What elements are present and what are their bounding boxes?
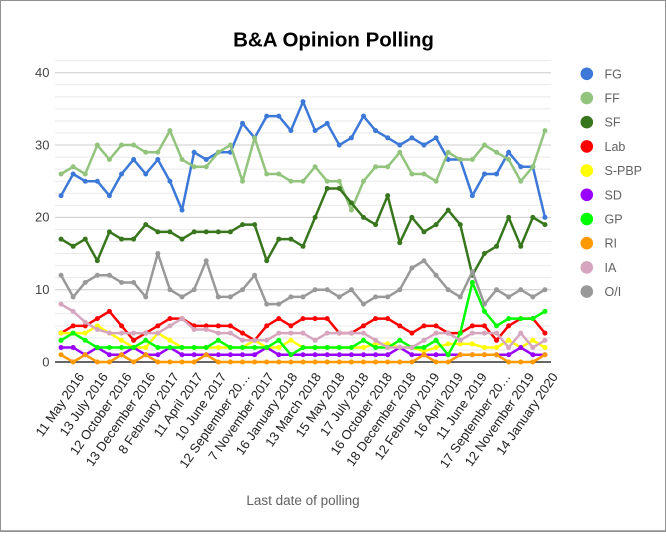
svg-text:20: 20	[35, 210, 49, 225]
svg-text:RI: RI	[605, 237, 618, 251]
svg-text:30: 30	[35, 137, 49, 152]
svg-text:Last date of polling: Last date of polling	[246, 493, 359, 508]
svg-text:10: 10	[35, 282, 49, 297]
svg-text:S-PBP: S-PBP	[605, 164, 643, 178]
svg-text:0: 0	[42, 354, 49, 369]
svg-text:B&A Opinion Polling: B&A Opinion Polling	[233, 29, 434, 52]
svg-text:FF: FF	[605, 92, 621, 106]
svg-text:SF: SF	[605, 116, 621, 130]
svg-text:40: 40	[35, 65, 49, 80]
svg-text:SD: SD	[605, 188, 622, 202]
svg-text:Lab: Lab	[605, 140, 626, 154]
svg-text:IA: IA	[605, 261, 617, 275]
svg-text:O/I: O/I	[605, 285, 622, 299]
svg-text:FG: FG	[605, 67, 622, 81]
svg-text:GP: GP	[605, 213, 623, 227]
